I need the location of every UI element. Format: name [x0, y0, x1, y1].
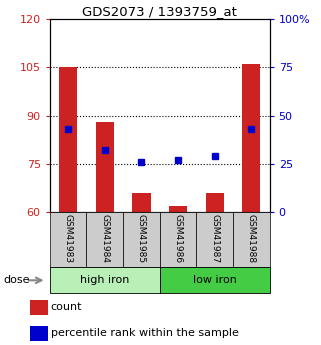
- Text: GSM41987: GSM41987: [210, 214, 219, 263]
- Bar: [50, 267, 160, 293]
- Bar: [30, 300, 48, 315]
- Text: high iron: high iron: [80, 275, 129, 285]
- Bar: [242, 64, 260, 212]
- Text: dose: dose: [3, 275, 30, 285]
- Title: GDS2073 / 1393759_at: GDS2073 / 1393759_at: [82, 5, 237, 18]
- Bar: [233, 212, 270, 267]
- Text: count: count: [51, 303, 82, 312]
- Bar: [50, 212, 86, 267]
- Text: GSM41986: GSM41986: [174, 214, 183, 263]
- Text: percentile rank within the sample: percentile rank within the sample: [51, 328, 239, 338]
- Text: GSM41983: GSM41983: [64, 214, 73, 263]
- Bar: [86, 212, 123, 267]
- Bar: [205, 193, 224, 212]
- Text: low iron: low iron: [193, 275, 237, 285]
- Text: GSM41984: GSM41984: [100, 214, 109, 263]
- Bar: [169, 206, 187, 212]
- Text: GSM41988: GSM41988: [247, 214, 256, 263]
- Bar: [59, 67, 77, 212]
- Bar: [160, 212, 196, 267]
- Bar: [132, 193, 151, 212]
- Text: GSM41985: GSM41985: [137, 214, 146, 263]
- Bar: [30, 326, 48, 341]
- Bar: [160, 267, 270, 293]
- Bar: [96, 122, 114, 212]
- Bar: [123, 212, 160, 267]
- Bar: [196, 212, 233, 267]
